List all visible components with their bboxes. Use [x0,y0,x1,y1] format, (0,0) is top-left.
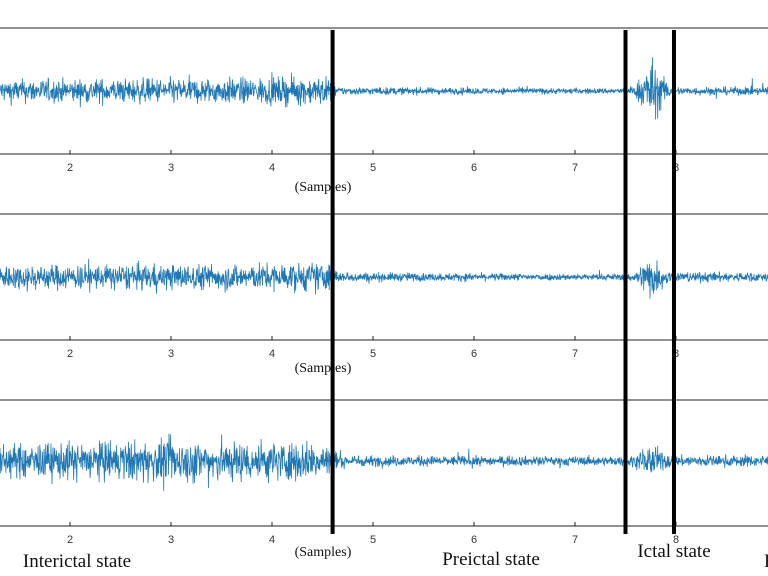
x-tick-label: 5 [370,162,376,174]
x-tick-label: 4 [269,162,275,174]
eeg-signal-trace [0,258,768,299]
x-tick-label: 5 [370,348,376,360]
state-label: P [764,551,768,572]
state-label: Interictal state [23,551,131,572]
x-tick-label: 3 [168,534,174,546]
x-tick-label: 6 [471,534,477,546]
x-tick-label: 2 [67,348,73,360]
x-axis-label: (Samples) [295,545,352,560]
eeg-signal-trace [0,433,768,491]
x-tick-label: 5 [370,534,376,546]
eeg-signal-trace [0,57,768,120]
eeg-panel-2: 2 3 4 5 6 7 8 (Samples) [0,213,768,376]
x-tick-label: 4 [269,348,275,360]
x-tick-label: 3 [168,348,174,360]
x-axis-label: (Samples) [295,361,352,376]
x-tick-label: 8 [673,534,679,546]
x-tick-label: 8 [673,348,679,360]
x-tick-label: 7 [572,534,578,546]
x-tick-label: 6 [471,162,477,174]
x-tick-label: 3 [168,162,174,174]
x-tick-label: 7 [572,162,578,174]
x-tick-label: 2 [67,162,73,174]
x-axis-label: (Samples) [295,180,352,195]
state-label: Preictal state [442,549,540,570]
state-label: Ictal state [637,541,710,562]
x-tick-label: 2 [67,534,73,546]
eeg-panel-3: 2 3 4 5 6 7 8 (Samples) [0,399,768,560]
x-tick-label: 6 [471,348,477,360]
x-tick-label: 4 [269,534,275,546]
eeg-panel-1: 2 3 4 5 6 7 8 (Samples) [0,27,768,195]
x-tick-label: 7 [572,348,578,360]
x-tick-label: 8 [673,162,679,174]
